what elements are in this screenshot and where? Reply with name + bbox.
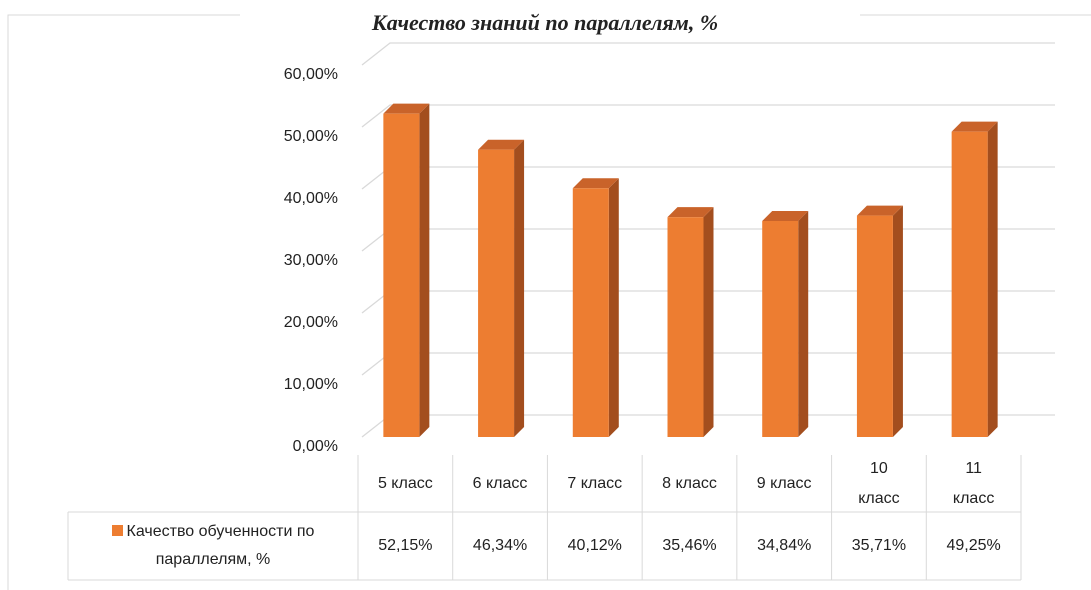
y-tick-label: 0,00% bbox=[293, 438, 338, 455]
legend-entry: Качество обученности по параллелям, % bbox=[68, 512, 358, 580]
bar-side bbox=[419, 103, 430, 438]
y-tick-label: 10,00% bbox=[284, 376, 338, 393]
data-label: 46,34% bbox=[453, 512, 548, 580]
bar-top bbox=[478, 139, 525, 150]
data-label-text: 52,15% bbox=[378, 537, 433, 554]
bar-side bbox=[703, 207, 714, 437]
bar-top bbox=[762, 210, 809, 221]
data-label-text: 35,46% bbox=[662, 537, 717, 554]
bar-top bbox=[856, 205, 903, 216]
x-tick-label: 10 класс bbox=[832, 455, 927, 512]
data-label-text: 34,84% bbox=[757, 537, 812, 554]
chart-title: Качество знаний по параллелям, % bbox=[371, 10, 718, 35]
x-tick-label-text: 5 класс bbox=[377, 474, 433, 492]
data-label: 52,15% bbox=[358, 512, 453, 580]
x-tick-label-text: 7 класс bbox=[567, 474, 623, 492]
data-label: 40,12% bbox=[547, 512, 642, 580]
data-label: 35,46% bbox=[642, 512, 737, 580]
data-label: 34,84% bbox=[737, 512, 832, 580]
bar-top bbox=[951, 121, 998, 132]
data-label-text: 35,71% bbox=[851, 537, 907, 554]
bar bbox=[762, 220, 799, 437]
x-tick-label-text: 8 класс bbox=[662, 474, 717, 492]
bar-side bbox=[987, 121, 998, 438]
bar-top bbox=[572, 178, 619, 189]
bar-top bbox=[383, 103, 430, 114]
bar-side bbox=[514, 139, 525, 437]
bar bbox=[383, 113, 420, 438]
x-tick-label-text: 11 класс bbox=[952, 459, 995, 507]
bar bbox=[478, 149, 515, 437]
legend-label: Качество обученности по параллелям, % bbox=[126, 523, 315, 568]
bar-side bbox=[798, 210, 809, 437]
x-tick-label: 6 класс bbox=[453, 455, 548, 512]
grid-line bbox=[361, 104, 1055, 128]
bar-side bbox=[608, 178, 619, 438]
data-label-text: 40,12% bbox=[567, 537, 622, 554]
x-tick-label: 11 класс bbox=[926, 455, 1021, 512]
y-tick-label: 50,00% bbox=[284, 128, 338, 145]
data-label-text: 46,34% bbox=[472, 537, 528, 554]
x-tick-label-text: 6 класс bbox=[472, 474, 528, 492]
legend-swatch bbox=[111, 525, 123, 536]
x-tick-label: 8 класс bbox=[642, 455, 737, 512]
x-tick-label-text: 9 класс bbox=[756, 474, 812, 492]
grid-line bbox=[361, 42, 1055, 66]
data-label-text: 49,25% bbox=[946, 537, 1001, 554]
bar-top bbox=[667, 207, 714, 218]
grid-line bbox=[361, 166, 1055, 190]
bar bbox=[856, 215, 893, 437]
y-tick-label: 40,00% bbox=[284, 190, 338, 207]
x-tick-label: 7 класс bbox=[547, 455, 642, 512]
data-label: 35,71% bbox=[832, 512, 927, 580]
x-tick-label: 5 класс bbox=[358, 455, 453, 512]
bar bbox=[951, 131, 988, 437]
bar-side bbox=[892, 205, 903, 437]
title-bg bbox=[240, 0, 860, 16]
bar bbox=[572, 188, 609, 437]
y-tick-label: 30,00% bbox=[284, 252, 338, 269]
x-tick-label: 9 класс bbox=[737, 455, 832, 512]
y-tick-label: 20,00% bbox=[284, 314, 338, 331]
bar bbox=[667, 217, 704, 437]
y-tick-label: 60,00% bbox=[284, 66, 338, 83]
x-tick-label-text: 10 класс bbox=[858, 459, 900, 507]
data-label: 49,25% bbox=[926, 512, 1021, 580]
